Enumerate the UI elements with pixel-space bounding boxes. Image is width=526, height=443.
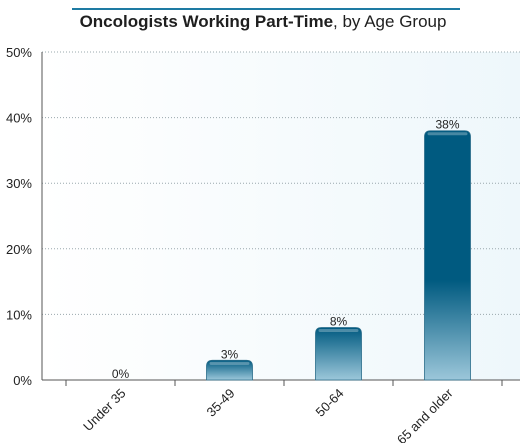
chart-title: Oncologists Working Part-Time, by Age Gr… (0, 12, 526, 32)
y-tick-label-40: 40% (6, 111, 32, 126)
y-tick-label-20: 20% (6, 242, 32, 257)
chart-title-main: Oncologists Working Part-Time (79, 12, 334, 31)
x-tick-label-3: 65 and older (394, 385, 456, 443)
bar-1 (206, 359, 253, 381)
data-label-2: 8% (330, 315, 348, 329)
x-tick-label-0: Under 35 (80, 386, 128, 434)
bar-highlight-2 (318, 329, 359, 333)
bar-highlight-1 (209, 361, 250, 365)
data-label-1: 3% (221, 347, 239, 361)
x-tick-label-2: 50-64 (313, 386, 347, 420)
data-label-0: 0% (112, 367, 130, 381)
chart-title-suffix: , by Age Group (333, 12, 447, 31)
y-tick-label-10: 10% (6, 307, 32, 322)
y-tick-label-30: 30% (6, 176, 32, 191)
y-tick-label-0: 0% (13, 373, 32, 388)
title-rule (72, 8, 460, 10)
bar-3 (424, 130, 471, 381)
data-label-3: 38% (435, 118, 459, 132)
bar-2 (315, 327, 362, 381)
y-tick-label-50: 50% (6, 45, 32, 60)
x-tick-label-1: 35-49 (204, 386, 238, 420)
bar-highlight-3 (427, 132, 468, 136)
